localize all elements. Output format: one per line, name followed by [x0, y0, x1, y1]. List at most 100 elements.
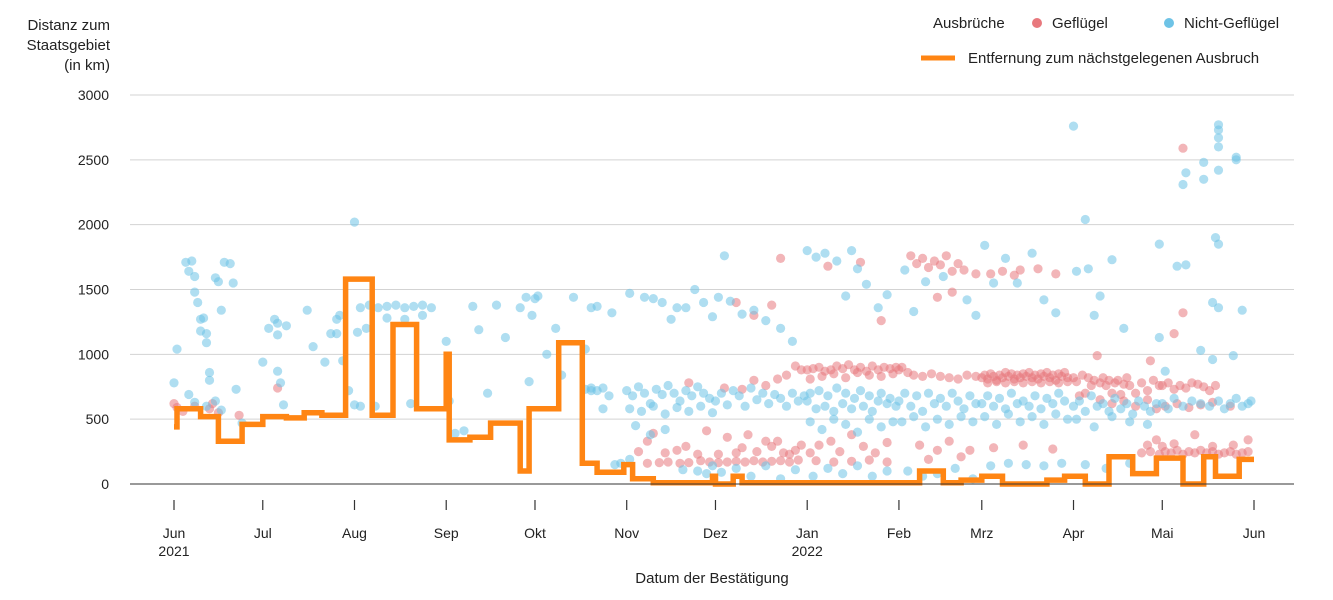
point-gefluegel — [870, 448, 880, 458]
x-tick-year-label: 2021 — [158, 543, 189, 559]
point-nicht-gefluegel — [699, 388, 709, 398]
point-nicht-gefluegel — [847, 404, 857, 414]
point-gefluegel — [986, 269, 996, 279]
point-nicht-gefluegel — [1098, 399, 1108, 409]
point-nicht-gefluegel — [1125, 417, 1135, 427]
point-nicht-gefluegel — [989, 278, 999, 288]
point-nicht-gefluegel — [1036, 404, 1046, 414]
point-nicht-gefluegel — [864, 414, 874, 424]
point-nicht-gefluegel — [681, 303, 691, 313]
point-nicht-gefluegel — [332, 314, 342, 324]
point-gefluegel — [805, 374, 815, 384]
point-gefluegel — [722, 457, 732, 467]
point-nicht-gefluegel — [651, 384, 661, 394]
point-gefluegel — [926, 369, 937, 379]
point-nicht-gefluegel — [409, 301, 419, 311]
point-gefluegel — [923, 262, 934, 273]
point-gefluegel — [959, 265, 969, 275]
point-nicht-gefluegel — [802, 396, 812, 406]
point-nicht-gefluegel — [639, 292, 650, 302]
point-nicht-gefluegel — [483, 388, 493, 398]
point-nicht-gefluegel — [1089, 310, 1099, 320]
point-gefluegel — [1137, 448, 1147, 458]
point-gefluegel — [909, 370, 919, 380]
point-nicht-gefluegel — [1134, 396, 1144, 406]
point-nicht-gefluegel — [568, 292, 579, 302]
point-gefluegel — [858, 441, 869, 451]
point-nicht-gefluegel — [172, 344, 182, 354]
point-nicht-gefluegel — [598, 404, 608, 414]
point-nicht-gefluegel — [533, 291, 543, 301]
point-nicht-gefluegel — [1080, 214, 1090, 225]
point-nicht-gefluegel — [1119, 323, 1129, 333]
point-nicht-gefluegel — [1003, 409, 1014, 419]
point-nicht-gefluegel — [956, 412, 966, 422]
point-nicht-gefluegel — [829, 414, 839, 424]
point-gefluegel — [1137, 378, 1147, 388]
point-gefluegel — [1000, 378, 1011, 388]
x-tick-label: Apr — [1063, 525, 1085, 541]
point-nicht-gefluegel — [968, 417, 978, 427]
point-nicht-gefluegel — [829, 406, 839, 416]
point-nicht-gefluegel — [633, 382, 644, 392]
point-nicht-gefluegel — [678, 465, 688, 475]
point-nicht-gefluegel — [441, 336, 451, 346]
x-tick-label: Jul — [254, 525, 272, 541]
point-nicht-gefluegel — [187, 256, 197, 266]
point-gefluegel — [1051, 269, 1061, 279]
y-tick-label: 1000 — [78, 346, 109, 362]
point-nicht-gefluegel — [681, 386, 691, 396]
point-gefluegel — [681, 441, 691, 451]
point-nicht-gefluegel — [592, 301, 602, 311]
point-gefluegel — [1148, 375, 1158, 385]
point-nicht-gefluegel — [900, 388, 910, 398]
point-nicht-gefluegel — [852, 427, 863, 437]
point-nicht-gefluegel — [201, 338, 212, 348]
point-nicht-gefluegel — [900, 265, 910, 275]
point-nicht-gefluegel — [722, 400, 732, 410]
point-nicht-gefluegel — [275, 378, 286, 388]
point-nicht-gefluegel — [598, 383, 608, 393]
point-gefluegel — [1009, 270, 1019, 280]
point-nicht-gefluegel — [989, 401, 999, 411]
point-nicht-gefluegel — [906, 401, 916, 411]
point-nicht-gefluegel — [1225, 399, 1235, 409]
point-nicht-gefluegel — [1163, 404, 1173, 414]
point-nicht-gefluegel — [1213, 133, 1224, 143]
legend-marker-nicht-gefluegel — [1164, 18, 1174, 28]
point-gefluegel — [906, 251, 916, 261]
point-gefluegel — [743, 430, 753, 440]
point-nicht-gefluegel — [1219, 404, 1229, 414]
point-nicht-gefluegel — [734, 391, 744, 401]
point-nicht-gefluegel — [805, 388, 815, 398]
point-nicht-gefluegel — [1015, 417, 1025, 427]
point-gefluegel — [1131, 388, 1141, 398]
point-nicht-gefluegel — [867, 406, 877, 416]
point-gefluegel — [1157, 441, 1167, 451]
point-nicht-gefluegel — [864, 391, 874, 401]
x-tick-label: Jun — [163, 525, 186, 541]
point-nicht-gefluegel — [273, 318, 283, 328]
point-gefluegel — [956, 452, 966, 462]
point-nicht-gefluegel — [719, 251, 730, 261]
point-gefluegel — [941, 251, 951, 261]
point-gefluegel — [663, 457, 673, 467]
point-nicht-gefluegel — [1060, 396, 1070, 406]
point-nicht-gefluegel — [912, 391, 922, 401]
grid-lines — [130, 94, 1294, 420]
point-nicht-gefluegel — [820, 401, 830, 411]
point-nicht-gefluegel — [645, 430, 656, 440]
point-nicht-gefluegel — [832, 256, 842, 266]
point-nicht-gefluegel — [817, 424, 827, 435]
point-gefluegel — [829, 457, 839, 467]
point-gefluegel — [1178, 143, 1188, 153]
point-nicht-gefluegel — [660, 424, 670, 435]
point-nicht-gefluegel — [731, 463, 741, 473]
point-gefluegel — [841, 373, 851, 383]
point-nicht-gefluegel — [787, 388, 798, 398]
point-nicht-gefluegel — [672, 303, 682, 313]
point-gefluegel — [654, 458, 664, 468]
point-gefluegel — [829, 369, 839, 379]
point-gefluegel — [915, 440, 925, 450]
point-nicht-gefluegel — [527, 310, 537, 320]
